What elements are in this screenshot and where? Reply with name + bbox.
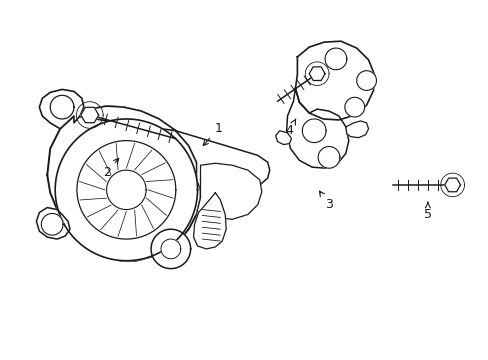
Polygon shape (302, 119, 325, 143)
Polygon shape (106, 170, 146, 210)
Polygon shape (295, 41, 374, 120)
Polygon shape (325, 48, 346, 70)
Polygon shape (356, 71, 376, 90)
Polygon shape (193, 193, 226, 249)
Polygon shape (286, 89, 348, 168)
Text: 5: 5 (423, 202, 431, 221)
Text: 3: 3 (319, 191, 332, 211)
Polygon shape (345, 121, 368, 138)
Polygon shape (444, 178, 460, 192)
Polygon shape (74, 106, 269, 193)
Polygon shape (77, 141, 175, 239)
Text: 4: 4 (285, 119, 295, 137)
Polygon shape (308, 67, 325, 81)
Polygon shape (344, 97, 364, 117)
Polygon shape (55, 119, 197, 261)
Polygon shape (196, 163, 261, 219)
Polygon shape (275, 131, 291, 145)
Polygon shape (39, 89, 83, 129)
Polygon shape (161, 239, 181, 259)
Polygon shape (318, 147, 339, 168)
Polygon shape (50, 95, 74, 119)
Polygon shape (36, 208, 70, 239)
Text: 2: 2 (102, 158, 119, 179)
Polygon shape (47, 106, 200, 261)
Polygon shape (41, 213, 63, 235)
Polygon shape (81, 107, 99, 123)
Text: 1: 1 (203, 122, 222, 145)
Polygon shape (151, 229, 190, 269)
